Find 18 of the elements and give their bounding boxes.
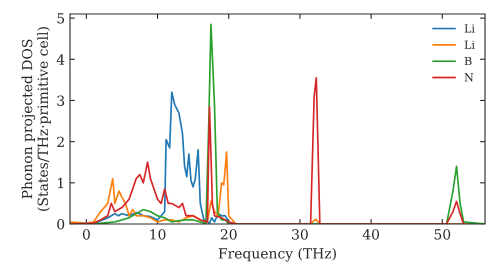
legend-label: Li — [464, 24, 475, 32]
legend-label: N — [464, 73, 474, 82]
x-tick-label: 20 — [220, 229, 237, 240]
x-tick-label: 10 — [150, 229, 166, 240]
y-tick-label: 5 — [57, 13, 64, 24]
legend-label: B — [464, 56, 472, 66]
x-tick-label: 0 — [82, 229, 90, 240]
x-axis-title: Frequency (THz) — [218, 248, 336, 262]
x-tick-label: 30 — [292, 229, 308, 240]
y-tick-label: 4 — [56, 54, 64, 65]
y-tick-label: 1 — [58, 178, 64, 188]
y-tick-label: 0 — [57, 218, 64, 230]
x-tick-label: 40 — [362, 229, 380, 240]
y-axis-title: Phonon projected DOS (States/THz·primitive cell) — [22, 27, 51, 211]
legend-label: Li — [464, 40, 475, 49]
y-tick-label: 2 — [57, 136, 64, 147]
x-tick-label: 50 — [434, 229, 450, 240]
y-tick-label: 3 — [57, 95, 64, 106]
